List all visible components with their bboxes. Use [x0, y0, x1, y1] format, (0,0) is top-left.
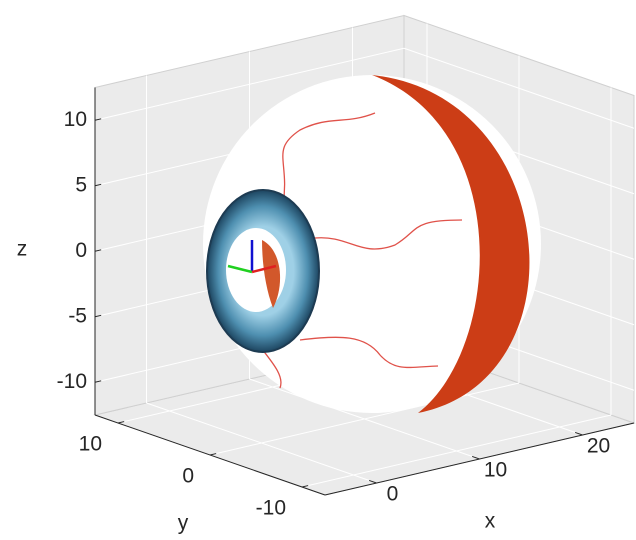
eyeball: [203, 75, 541, 413]
x-tick-label: 0: [387, 483, 399, 506]
x-axis-label: x: [485, 510, 496, 533]
z-tick-label: 5: [75, 173, 87, 196]
y-tick-label: 0: [182, 465, 194, 488]
z-axis-label: z: [17, 238, 28, 261]
y-tick-label: 10: [79, 433, 102, 456]
x-tick-label: 20: [587, 435, 610, 458]
z-tick-label: -10: [57, 370, 87, 393]
y-axis-label: y: [178, 512, 189, 535]
y-tick-label: -10: [256, 497, 286, 520]
chart: -10 -5 0 5 10 -10 0 10 0 10 20 z y x: [0, 0, 636, 540]
z-tick-label: 0: [75, 239, 87, 262]
x-tick-label: 10: [484, 459, 507, 482]
z-tick-label: 10: [64, 108, 87, 131]
z-tick-label: -5: [68, 304, 87, 327]
